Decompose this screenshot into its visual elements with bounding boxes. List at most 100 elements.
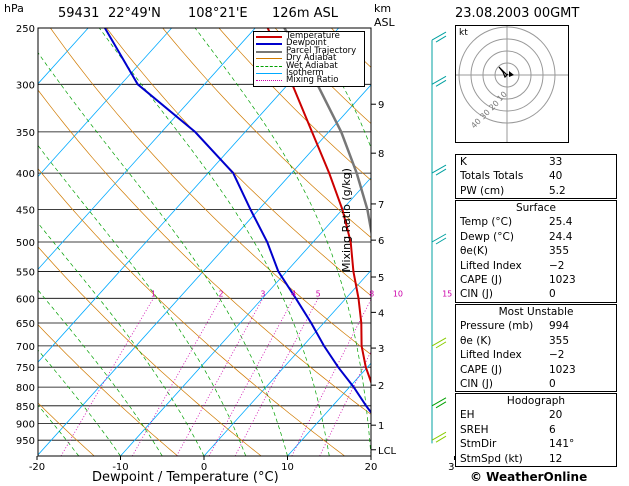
hodograph [455,25,569,143]
surface-li-row: Lifted Index −2 [460,259,565,272]
isotherm--50 [38,28,172,178]
height-tick-label-6: 6 [378,236,384,247]
legend-item-mixing-ratio: Mixing Ratio [254,76,364,85]
stmspd-row: StmSpd (kt) 12 [460,452,563,465]
surface-cape-row: CAPE (J) 1023 [460,273,576,286]
unstable-title: Most Unstable [498,306,574,318]
pressure-tick-label-650: 650 [16,319,35,330]
wind-barb-feather-850 [435,401,447,409]
unstable-cape-row: CAPE (J) 1023 [460,363,576,376]
dry-adiabat-260 [38,402,95,456]
pressure-tick-label-900: 900 [16,419,35,430]
mixing-ratio-line-5 [234,298,319,456]
legend-item-temperature: Temperature [254,32,364,40]
pressure-tick-label-800: 800 [16,383,35,394]
pressure-tick-label-500: 500 [16,238,35,249]
most-unstable-panel: Most Unstable Pressure (mb) 994 θe (K) 355… [455,304,617,393]
sreh-row: SREH 6 [460,423,556,436]
eh-row: EH 20 [460,409,563,422]
mixing-ratio-line-15 [372,298,447,456]
temp-tick-label-10: 10 [281,462,294,473]
wet-adiabat-5 [38,144,247,456]
hodograph-stats-panel: Hodograph EH 20 SREH 6 StmDir 141° StmSpd (… [455,393,617,467]
wet-adiabat--10 [38,349,121,456]
isotherm-0 [203,269,371,456]
mixing-ratio-line-20 [410,298,455,456]
stmdir-row: StmDir 141° [460,438,575,451]
pressure-tick-label-250: 250 [16,24,35,35]
legend-item-dry-adiabat: Dry Adiabat [254,54,364,63]
unstable-pressure-row: Pressure (mb) 994 [460,320,570,333]
height-tick-label-7: 7 [378,200,384,211]
hodo-stats-title: Hodograph [506,395,566,407]
wind-barb-400 [431,164,447,174]
dry-adiabat-310 [50,28,371,355]
wet-adiabat-10 [38,52,288,456]
isotherm--30 [38,28,339,363]
pressure-tick-label-400: 400 [16,169,35,180]
wet-adiabat--15 [38,404,80,456]
wind-barb-300 [431,75,447,85]
mixing-ratio-label-15: 15 [442,289,452,298]
mixing-ratio-line-8 [291,298,371,456]
dry-adiabat-330 [162,28,371,239]
height-tick-label-3: 3 [378,344,384,355]
wet-adiabat-20 [194,28,371,456]
height-tick-label-4: 4 [378,308,384,319]
wet-adiabat--5 [38,289,163,456]
mixing-ratio-line-25 [441,298,455,456]
temp-tick-label-20: 20 [365,462,378,473]
dry-adiabat-380 [444,28,455,456]
height-axis-unit: km [374,2,392,15]
mixing-ratio-label-8: 8 [369,289,374,298]
legend-item-dewpoint: Dewpoint [254,39,364,48]
wind-barb-feather-260 [435,35,447,43]
isotherm--70 [0,28,5,456]
pw-row: PW (cm) 5.2 [460,184,566,197]
wind-barb-500 [431,233,447,243]
height-tick-label-5: 5 [378,273,384,284]
pressure-tick-label-450: 450 [16,205,35,216]
height-tick-label-2: 2 [378,381,384,392]
temp-tick-label-0: 0 [201,462,207,473]
wind-barb-feather-950 [435,435,447,443]
dewpoint-line [104,28,371,414]
unstable-li-row: Lifted Index −2 [460,349,565,362]
hodo-trace [498,66,509,79]
isotherm--20 [38,84,371,456]
totals-row: Totals Totals 40 [460,170,563,183]
dry-adiabat-370 [388,28,456,456]
mixing-ratio-label-4: 4 [291,289,296,298]
height-tick-label-8: 8 [378,149,384,160]
surface-cin-row: CIN (J) 0 [460,288,556,301]
pressure-tick-label-750: 750 [16,363,35,374]
pressure-axis-unit: hPa [4,2,24,15]
temperature-line [266,28,371,385]
wind-barb-feather-700 [435,341,447,349]
datetime: 23.08.2003 00GMT [455,6,580,21]
wind-barb-feather-500 [435,237,447,245]
surface-theta-row: θe(K) 355 [460,245,570,258]
x-axis-label: Dewpoint / Temperature (°C) [92,470,279,485]
isotherm--10 [120,177,371,456]
mixing-ratio-label-10: 10 [393,289,403,298]
pressure-tick-label-950: 950 [16,436,35,447]
wind-barb-feather-400 [435,168,447,176]
hodo-unit: kt [459,28,468,38]
wind-barb-260 [431,31,447,41]
dry-adiabat-280 [38,246,262,456]
mixing-ratio-axis-label: Mixing Ratio (g/kg) [340,168,353,272]
mixing-ratio-line-2 [131,298,222,456]
temp-tick-label--20: -20 [29,462,45,473]
surface-temp-row: Temp (°C) 25.4 [460,216,573,229]
pressure-tick-label-350: 350 [16,128,35,139]
wind-barb-feather-300 [435,79,447,87]
wet-adiabat-15 [99,28,330,456]
pressure-tick-label-300: 300 [16,80,35,91]
mixing-ratio-label-3: 3 [260,289,265,298]
k-index-row: K 33 [460,156,563,168]
wind-barb-700 [431,337,447,347]
wind-barb-950 [431,431,447,441]
dry-adiabat-290 [38,168,345,456]
station-id: 59431 [58,6,100,21]
